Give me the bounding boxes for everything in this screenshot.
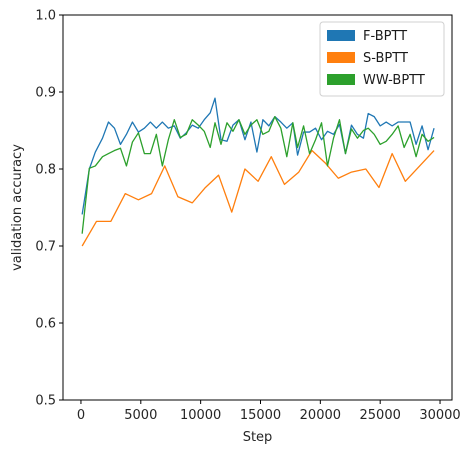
legend-swatch-1	[327, 52, 355, 63]
y-axis: 0.5 0.6 0.7 0.8 0.9 1.0	[35, 9, 63, 409]
x-tick-label: 30000	[419, 408, 460, 423]
x-axis: 0 5000 10000 15000 20000 25000 30000	[77, 400, 461, 423]
y-tick-label: 0.6	[35, 317, 56, 332]
x-axis-label: Step	[243, 430, 273, 445]
x-tick-label: 20000	[300, 408, 341, 423]
legend-label-2: WW-BPTT	[363, 73, 425, 88]
y-tick-label: 0.8	[35, 163, 56, 178]
legend-swatch-0	[327, 30, 355, 41]
y-axis-label: validation accuracy	[10, 144, 25, 271]
y-tick-label: 0.7	[35, 240, 56, 255]
legend-swatch-2	[327, 74, 355, 85]
legend: F-BPTT S-BPTT WW-BPTT	[319, 21, 445, 97]
y-tick-label: 1.0	[35, 9, 56, 24]
y-tick-label: 0.5	[35, 394, 56, 409]
series-line-1	[81, 149, 435, 247]
x-tick-label: 5000	[124, 408, 157, 423]
series-line-2	[81, 115, 435, 234]
legend-label-1: S-BPTT	[363, 51, 408, 66]
x-tick-label: 0	[77, 408, 85, 423]
x-tick-label: 25000	[360, 408, 401, 423]
series-layer	[81, 97, 435, 247]
y-tick-label: 0.9	[35, 86, 56, 101]
x-tick-label: 15000	[240, 408, 281, 423]
series-line-0	[81, 97, 435, 215]
legend-label-0: F-BPTT	[363, 29, 407, 44]
x-tick-label: 10000	[180, 408, 221, 423]
plot-frame	[62, 14, 453, 401]
